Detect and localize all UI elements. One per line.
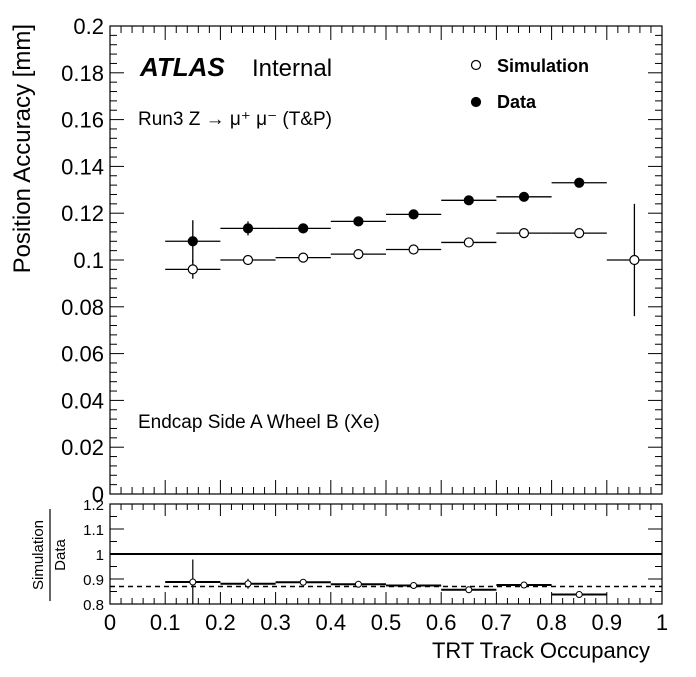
data-point [518, 191, 530, 202]
ratio-plot-frame [109, 503, 663, 605]
simulation-point [298, 252, 309, 263]
ratio-y-tick-label: 0.9 [83, 572, 104, 589]
ratio-point [410, 582, 418, 589]
ratio-reference-lines [110, 553, 662, 588]
ratio-point [465, 586, 473, 594]
ratio-y-tick-labels: 0.8 0.9 1 1.1 1.2 [83, 497, 104, 614]
main-axis-ticks [109, 25, 663, 495]
x-tick-label: 0.9 [592, 610, 623, 635]
selection-label: Run3 Z → μ⁺ μ⁻ (T&P) [138, 109, 332, 130]
x-axis-title: TRT Track Occupancy [432, 638, 650, 663]
data-point [574, 177, 585, 188]
x-tick-label: 0.6 [426, 610, 457, 635]
simulation-point [187, 264, 198, 275]
x-tick-label: 0.8 [536, 610, 567, 635]
ratio-y-tick-label: 1.2 [83, 497, 104, 514]
internal-label: Internal [252, 55, 332, 82]
x-tick-label: 1 [656, 610, 668, 635]
region-label: Endcap Side A Wheel B (Xe) [138, 412, 380, 433]
ratio-y-numerator: Simulation [30, 520, 47, 590]
main-y-tick-label: 0.04 [61, 388, 104, 413]
legend-simulation-marker [470, 59, 482, 71]
simulation-point [574, 227, 585, 239]
atlas-label: ATLAS [139, 52, 225, 82]
main-y-tick-label: 0.12 [61, 201, 104, 226]
x-tick-label: 0 [104, 610, 116, 635]
ratio-point [299, 578, 307, 586]
x-tick-label: 0.1 [150, 610, 181, 635]
simulation-point [353, 249, 364, 260]
ratio-y-denominator: Data [52, 539, 69, 571]
simulation-point [408, 244, 419, 255]
ratio-y-tick-label: 1.1 [83, 522, 104, 539]
main-y-tick-label: 0.06 [61, 342, 104, 367]
data-point [298, 223, 309, 234]
ratio-y-tick-label: 1 [96, 547, 104, 564]
ratio-point [575, 591, 583, 598]
data-point [408, 209, 419, 220]
data-point [242, 223, 254, 234]
main-y-tick-label: 0.14 [61, 154, 104, 179]
data-point [353, 216, 364, 227]
simulation-point [629, 254, 640, 266]
y-axis-title: Position Accuracy [mm] [9, 24, 36, 273]
x-tick-label: 0.4 [316, 610, 347, 635]
legend-data-marker [470, 96, 482, 108]
main-y-tick-label: 0.16 [61, 108, 104, 133]
simulation-point [518, 227, 530, 239]
main-y-tick-label: 0.1 [73, 248, 104, 273]
ratio-point [244, 580, 252, 588]
ratio-series [165, 559, 607, 604]
x-tick-label: 0.5 [371, 610, 402, 635]
main-y-tick-label: 0.2 [73, 14, 104, 39]
x-tick-label: 0.2 [205, 610, 236, 635]
main-y-tick-label: 0 [92, 482, 104, 507]
simulation-series [165, 203, 662, 317]
data-point [187, 236, 198, 247]
ratio-y-tick-label: 0.8 [83, 597, 104, 614]
main-y-tick-label: 0.02 [61, 435, 104, 460]
simulation-point [242, 254, 254, 266]
legend-data-label: Data [497, 92, 537, 112]
x-tick-labels: 0 0.1 0.2 0.3 0.4 0.5 0.6 0.7 0.8 0.9 1 [104, 610, 668, 635]
legend-simulation-label: Simulation [497, 56, 589, 76]
ratio-point [189, 578, 197, 586]
data-point [463, 195, 474, 206]
ratio-point [354, 580, 362, 588]
main-y-tick-label: 0.18 [61, 61, 104, 86]
main-y-tick-labels: 0 0.02 0.04 0.06 0.08 0.1 0.12 0.14 0.16 0.18 0.2 [61, 14, 104, 507]
main-plot-frame [109, 25, 663, 495]
x-tick-label: 0.7 [481, 610, 512, 635]
ratio-y-axis-title: Simulation Data [30, 509, 69, 601]
legend: Simulation Data [470, 56, 589, 112]
main-y-tick-label: 0.08 [61, 295, 104, 320]
simulation-point [463, 237, 474, 248]
data-series [165, 177, 607, 263]
x-tick-label: 0.3 [260, 610, 291, 635]
ratio-point [520, 581, 528, 589]
